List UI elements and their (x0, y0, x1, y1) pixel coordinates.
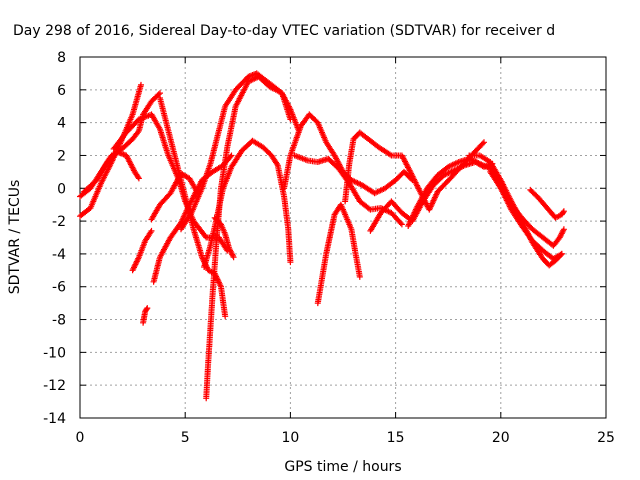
data-point (397, 220, 404, 227)
series-sat-p (314, 201, 363, 307)
series-sat-m (211, 214, 237, 261)
x-tick-label: 25 (597, 430, 615, 446)
x-axis-label: GPS time / hours (284, 459, 401, 475)
series-sat-f (140, 305, 151, 326)
series-sat-k (203, 73, 294, 402)
x-tick-label: 0 (76, 430, 85, 446)
series-sat-a (77, 81, 144, 220)
data-point (144, 305, 151, 312)
data-point (135, 175, 142, 182)
y-tick-label: -6 (52, 280, 66, 296)
data-point (560, 208, 567, 215)
y-tick-labels: -14 -12 -10 -8 -6 -4 -2 0 2 4 6 8 (43, 50, 66, 427)
data-point (560, 226, 567, 233)
x-tick-label: 5 (181, 430, 190, 446)
data-point (135, 174, 142, 181)
series-sat-v (527, 186, 567, 221)
y-tick-label: -14 (43, 411, 66, 427)
y-tick-label: -4 (52, 247, 66, 263)
data-point (227, 153, 234, 160)
y-tick-label: 8 (57, 50, 66, 66)
data-point (356, 273, 363, 280)
data-point (148, 227, 155, 234)
data-point (557, 233, 564, 240)
chart-title: Day 298 of 2016, Sidereal Day-to-day VTE… (13, 23, 555, 39)
y-axis-label: SDTVAR / TECUs (7, 180, 23, 295)
y-tick-label: -2 (52, 214, 66, 230)
y-tick-label: 6 (57, 83, 66, 99)
data-series (77, 70, 567, 402)
series-sat-e (129, 227, 155, 274)
y-tick-label: -8 (52, 313, 66, 329)
data-point (222, 313, 229, 320)
y-tick-label: 0 (57, 181, 66, 197)
y-tick-label: 4 (57, 116, 66, 132)
data-point (287, 116, 294, 123)
series-sat-q (342, 129, 487, 213)
y-tick-label: -12 (43, 378, 66, 394)
y-tick-label: 2 (57, 148, 66, 164)
data-point (558, 250, 565, 257)
x-tick-label: 10 (281, 430, 299, 446)
data-point (287, 259, 294, 266)
series-sat-u (487, 168, 567, 249)
data-point (228, 152, 235, 159)
y-tick-label: -10 (43, 345, 66, 361)
data-point (230, 254, 237, 261)
series-sat-c (81, 149, 142, 195)
x-tick-label: 20 (492, 430, 510, 446)
data-point (138, 81, 144, 88)
data-point (481, 139, 487, 146)
data-point (143, 306, 150, 313)
series-sat-l (201, 137, 294, 270)
data-point (479, 140, 486, 147)
data-point (557, 252, 564, 258)
x-tick-labels: 0 5 10 15 20 25 (76, 430, 615, 446)
x-tick-label: 15 (387, 430, 405, 446)
data-point (560, 209, 567, 216)
data-point (398, 221, 405, 228)
series-sat-r (367, 159, 496, 234)
series-sat-i (157, 95, 229, 320)
series-sat-o (291, 152, 405, 228)
data-point (155, 91, 162, 98)
plot-frame (79, 56, 607, 419)
axis-ticks (79, 56, 607, 419)
